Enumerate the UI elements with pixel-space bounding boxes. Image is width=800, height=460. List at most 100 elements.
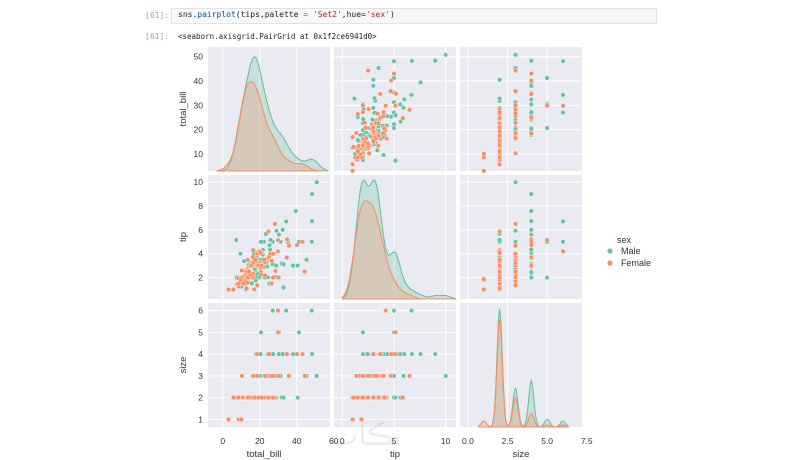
scatter-point-female [513,243,519,249]
y-tick-label-total_bill: 30 [194,100,204,110]
scatter-point-male [249,281,255,287]
scatter-point-female [284,351,290,357]
y-tick-label-size: 1 [198,414,203,424]
y-tick-label-tip: 6 [198,225,203,235]
scatter-point-female [528,114,534,120]
scatter-point-female [350,416,356,422]
scatter-point-male [281,261,287,267]
scatter-point-female [381,395,387,401]
scatter-point-female [375,143,381,149]
scatter-point-male [391,58,397,64]
scatter-point-female [350,134,356,140]
x-axis-label-size: size [513,449,530,460]
x-axis-label-tip: tip [390,449,400,460]
scatter-point-male [497,77,503,83]
scatter-point-male [309,218,315,224]
scatter-point-male [393,112,399,118]
scatter-point-male [560,92,566,98]
scatter-point-male [528,58,534,64]
scatter-point-female [272,221,278,227]
output-prompt: [61]: [145,32,170,41]
input-cell[interactable]: [61]: sns.pairplot(tips,palette = 'Set2'… [0,0,800,24]
scatter-point-female [235,395,241,401]
scatter-point-female [481,168,487,174]
scatter-point-female [300,351,306,357]
scatter-point-female [302,269,308,275]
x-tick-label-tip: 5 [392,436,397,446]
scatter-point-female [246,269,252,275]
scatter-point-female [284,254,290,260]
scatter-point-female [481,277,487,283]
scatter-point-female [370,395,376,401]
scatter-point-female [258,250,264,256]
scatter-point-female [244,285,250,291]
y-tick-label-total_bill: 20 [194,125,204,135]
scatter-point-male [528,101,534,107]
scatter-point-female [381,125,387,131]
scatter-point-female [383,308,389,314]
scatter-point-female [481,287,487,293]
scatter-point-male [528,208,534,214]
scatter-point-male [258,329,264,335]
scatter-point-female [391,70,397,76]
x-tick-label-size: 7.5 [581,436,593,446]
scatter-point-male [370,83,376,89]
y-tick-label-size: 3 [198,371,203,381]
scatter-point-female [392,103,398,109]
x-tick-label-tip: 10 [441,436,451,446]
scatter-point-male [360,351,366,357]
scatter-point-male [370,77,376,83]
code-args-1: (tips,palette [235,10,304,19]
scatter-point-female [392,329,398,335]
y-tick-label-size: 2 [198,393,203,403]
scatter-point-male [432,351,438,357]
legend-marker-female [607,260,613,266]
scatter-point-male [418,351,424,357]
code-string-palette: 'Set2' [312,10,342,19]
scatter-point-male [528,109,534,115]
y-tick-label-total_bill: 40 [194,76,204,86]
scatter-point-female [272,268,278,274]
code-line[interactable]: sns.pairplot(tips,palette = 'Set2',hue='… [178,10,395,19]
scatter-point-female [497,285,503,291]
legend-label-male: Male [621,246,641,256]
output-text: <seaborn.axisgrid.PairGrid at 0x1f2ce694… [178,32,377,41]
scatter-point-female [497,128,503,134]
scatter-point-male [560,218,566,224]
scatter-point-male [258,239,264,245]
legend-label-female: Female [621,258,651,268]
scatter-point-female [355,111,361,117]
scatter-point-male [357,132,363,138]
x-tick-label-total_bill: 20 [255,436,265,446]
scatter-point-female [497,155,503,161]
code-input-area[interactable] [171,8,657,24]
scatter-point-female [370,351,376,357]
scatter-point-male [293,208,299,214]
scatter-point-female [528,78,534,84]
scatter-point-female [513,102,519,108]
y-tick-label-tip: 4 [198,249,203,259]
watermark: نڪات [330,418,402,453]
scatter-point-male [528,83,534,89]
scatter-point-male [268,237,274,243]
scatter-point-female [375,111,381,117]
code-args-2: ,hue= [341,10,366,19]
legend-title: sex [617,235,632,245]
x-tick-label-tip: 0 [340,436,345,446]
x-tick-label-total_bill: 60 [329,436,339,446]
scatter-point-female [275,237,281,243]
scatter-point-female [254,282,260,288]
kde-curve-male-tip [342,179,457,300]
scatter-point-male [267,247,273,253]
scatter-point-female [513,150,519,156]
scatter-point-female [497,257,503,263]
scatter-point-female [251,286,257,292]
scatter-point-male [513,228,519,234]
scatter-point-female [254,373,260,379]
scatter-point-male [560,239,566,245]
y-tick-label-total_bill: 50 [194,52,204,62]
scatter-point-male [391,125,397,131]
scatter-point-female [513,275,519,281]
scatter-point-female [497,133,503,139]
input-prompt: [61]: [145,11,170,20]
